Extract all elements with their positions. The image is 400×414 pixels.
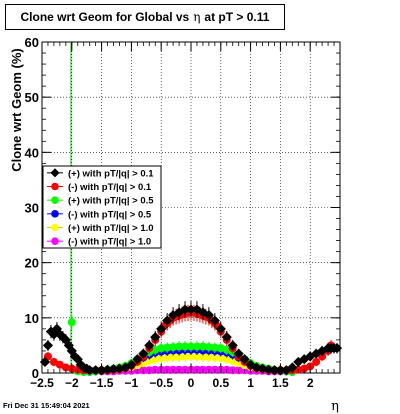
data-point	[175, 353, 184, 362]
data-point	[42, 340, 54, 351]
data-point	[210, 353, 219, 362]
chart-title-prefix: Clone wrt Geom for Global vs	[20, 10, 190, 24]
chart-title-symbol: η	[193, 10, 201, 24]
legend-marker	[51, 223, 59, 232]
data-point	[312, 357, 321, 366]
legend-entry-label: (+) with pT/|q| > 0.1	[68, 168, 154, 179]
data-point	[144, 340, 155, 351]
data-point	[162, 315, 173, 326]
legend-entry-label: (-) with pT/|q| > 0.1	[68, 182, 152, 193]
y-tick-label: 10	[25, 311, 39, 326]
x-tick-label: −1	[125, 376, 139, 390]
x-tick-label: −1.5	[90, 376, 114, 390]
x-tick-label: 0	[188, 376, 195, 390]
y-tick-label: 40	[25, 145, 39, 160]
legend-entry-label: (-) with pT/|q| > 0.5	[68, 209, 152, 220]
data-point	[227, 340, 238, 351]
x-tick-label: −2.5	[30, 376, 54, 390]
data-point	[216, 354, 225, 363]
legend-marker	[51, 210, 59, 218]
y-tick-label: 0	[32, 366, 39, 381]
data-point	[132, 354, 143, 365]
y-tick-label: 30	[25, 201, 39, 216]
x-tick-label: 1.5	[272, 376, 289, 390]
legend-marker	[51, 196, 59, 204]
date-stamp: Fri Dec 31 15:49:04 2021	[3, 401, 90, 410]
data-point	[192, 352, 201, 361]
legend-entry-label: (+) with pT/|q| > 0.5	[68, 196, 154, 207]
legend: (+) with pT/|q| > 0.1 (-) with pT/|q| > 0…	[42, 165, 162, 249]
data-point	[287, 362, 298, 373]
legend-marker	[50, 168, 60, 178]
chart-title: Clone wrt Geom for Global vs η at pT > 0…	[5, 4, 285, 30]
x-tick-label: −0.5	[149, 376, 173, 390]
data-point	[55, 360, 64, 369]
legend-marker	[51, 237, 59, 245]
data-point	[151, 355, 160, 364]
data-point	[198, 342, 207, 351]
data-point	[192, 342, 201, 351]
data-point	[49, 357, 58, 366]
data-point	[169, 353, 178, 362]
data-point	[181, 342, 190, 351]
x-tick-label: 1	[247, 376, 254, 390]
y-tick-label: 60	[25, 35, 39, 50]
data-point	[169, 343, 178, 352]
x-tick-label: 2	[307, 376, 314, 390]
data-point	[204, 343, 213, 352]
data-point	[215, 323, 226, 334]
data-point	[198, 353, 207, 362]
data-point	[181, 352, 190, 361]
data-point	[157, 354, 166, 363]
data-point	[157, 344, 166, 353]
data-point	[203, 309, 214, 321]
legend-box	[42, 165, 162, 249]
y-axis-label: Clone wrt Geom (%)	[9, 48, 24, 172]
data-point	[61, 363, 70, 372]
data-point	[179, 304, 191, 315]
data-point	[163, 343, 172, 352]
data-point	[163, 353, 172, 362]
data-point	[204, 353, 213, 362]
x-tick-label: −2	[65, 376, 79, 390]
data-point	[175, 342, 184, 351]
x-tick-label: 0.5	[212, 376, 229, 390]
data-point	[187, 342, 195, 351]
data-point	[210, 343, 219, 352]
legend-entry-label: (-) with pT/|q| > 1.0	[68, 237, 151, 248]
legend-marker	[51, 182, 59, 191]
chart-title-suffix: at pT > 0.11	[204, 10, 270, 24]
data-point	[138, 348, 149, 359]
x-axis-label: η	[331, 399, 339, 414]
data-point	[150, 332, 161, 343]
legend-entry-label: (+) with pT/|q| > 1.0	[68, 223, 154, 234]
data-point	[187, 352, 195, 361]
data-point	[239, 354, 250, 365]
y-tick-label: 20	[25, 256, 39, 271]
data-point	[185, 304, 197, 315]
y-tick-label: 50	[25, 90, 39, 105]
data-points	[39, 301, 343, 376]
data-point	[67, 318, 76, 327]
